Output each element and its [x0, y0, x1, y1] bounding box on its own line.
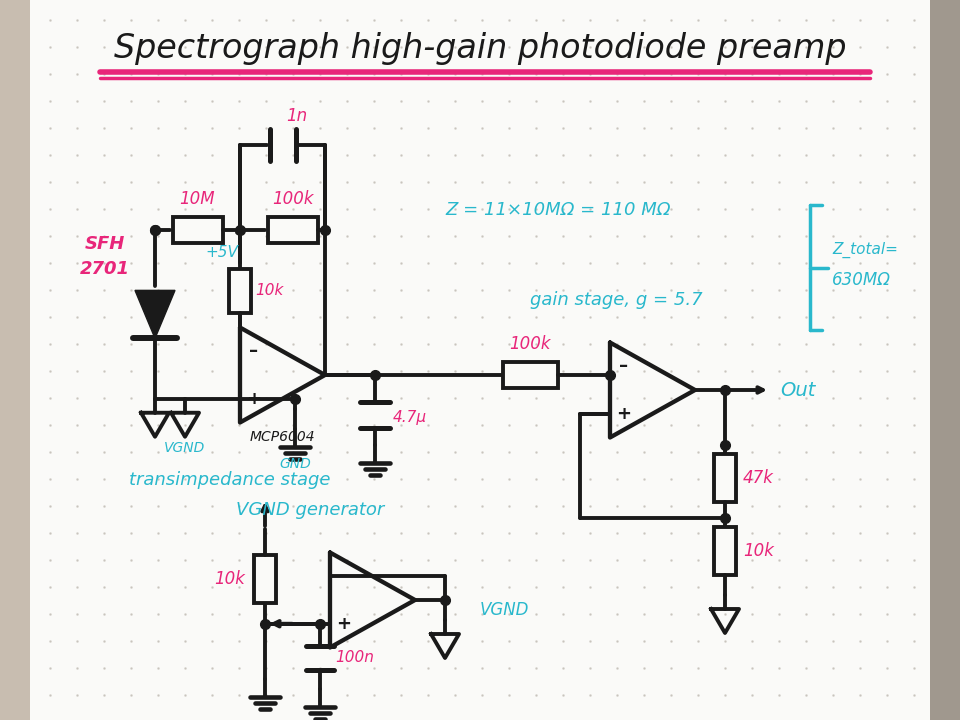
Bar: [0, 0, 30, 720]
Text: 630MΩ: 630MΩ: [832, 271, 891, 289]
Text: GND: GND: [279, 456, 311, 471]
Text: 10k: 10k: [743, 542, 774, 560]
Text: 10k: 10k: [215, 570, 246, 588]
Bar: [714, 454, 736, 502]
Text: +: +: [616, 405, 632, 423]
Text: VGND generator: VGND generator: [236, 501, 384, 519]
Text: 2701: 2701: [80, 260, 130, 278]
Bar: [502, 362, 558, 388]
Text: VGND: VGND: [480, 601, 529, 619]
Text: +: +: [247, 390, 261, 408]
Text: 4.7μ: 4.7μ: [393, 410, 427, 425]
Text: –: –: [340, 567, 348, 585]
Text: VGND: VGND: [164, 441, 205, 455]
Text: Spectrograph high-gain photodiode preamp: Spectrograph high-gain photodiode preamp: [113, 32, 847, 65]
Polygon shape: [135, 290, 175, 338]
Text: gain stage, g = 5.7: gain stage, g = 5.7: [530, 291, 703, 309]
Text: 100n: 100n: [335, 650, 373, 665]
Text: +5V: +5V: [205, 245, 238, 260]
Bar: [268, 217, 318, 243]
Bar: [714, 527, 736, 575]
Text: Out: Out: [780, 380, 815, 400]
Text: –: –: [250, 342, 258, 360]
Text: 10M: 10M: [180, 190, 215, 208]
Text: 100k: 100k: [509, 335, 551, 353]
Text: 100k: 100k: [272, 190, 313, 208]
Text: +: +: [337, 615, 351, 633]
Text: 47k: 47k: [743, 469, 774, 487]
Bar: [254, 554, 276, 603]
Text: 10k: 10k: [255, 283, 283, 298]
Text: –: –: [619, 357, 629, 375]
Bar: [930, 0, 960, 720]
Bar: [173, 217, 223, 243]
Text: MCP6004: MCP6004: [250, 430, 315, 444]
Text: 1n: 1n: [286, 107, 307, 125]
Text: Z_total=: Z_total=: [832, 241, 898, 258]
Text: transimpedance stage: transimpedance stage: [130, 471, 331, 489]
Text: Z = 11×10MΩ = 110 MΩ: Z = 11×10MΩ = 110 MΩ: [445, 201, 670, 219]
Bar: [229, 269, 251, 312]
Text: SFH: SFH: [84, 235, 125, 253]
